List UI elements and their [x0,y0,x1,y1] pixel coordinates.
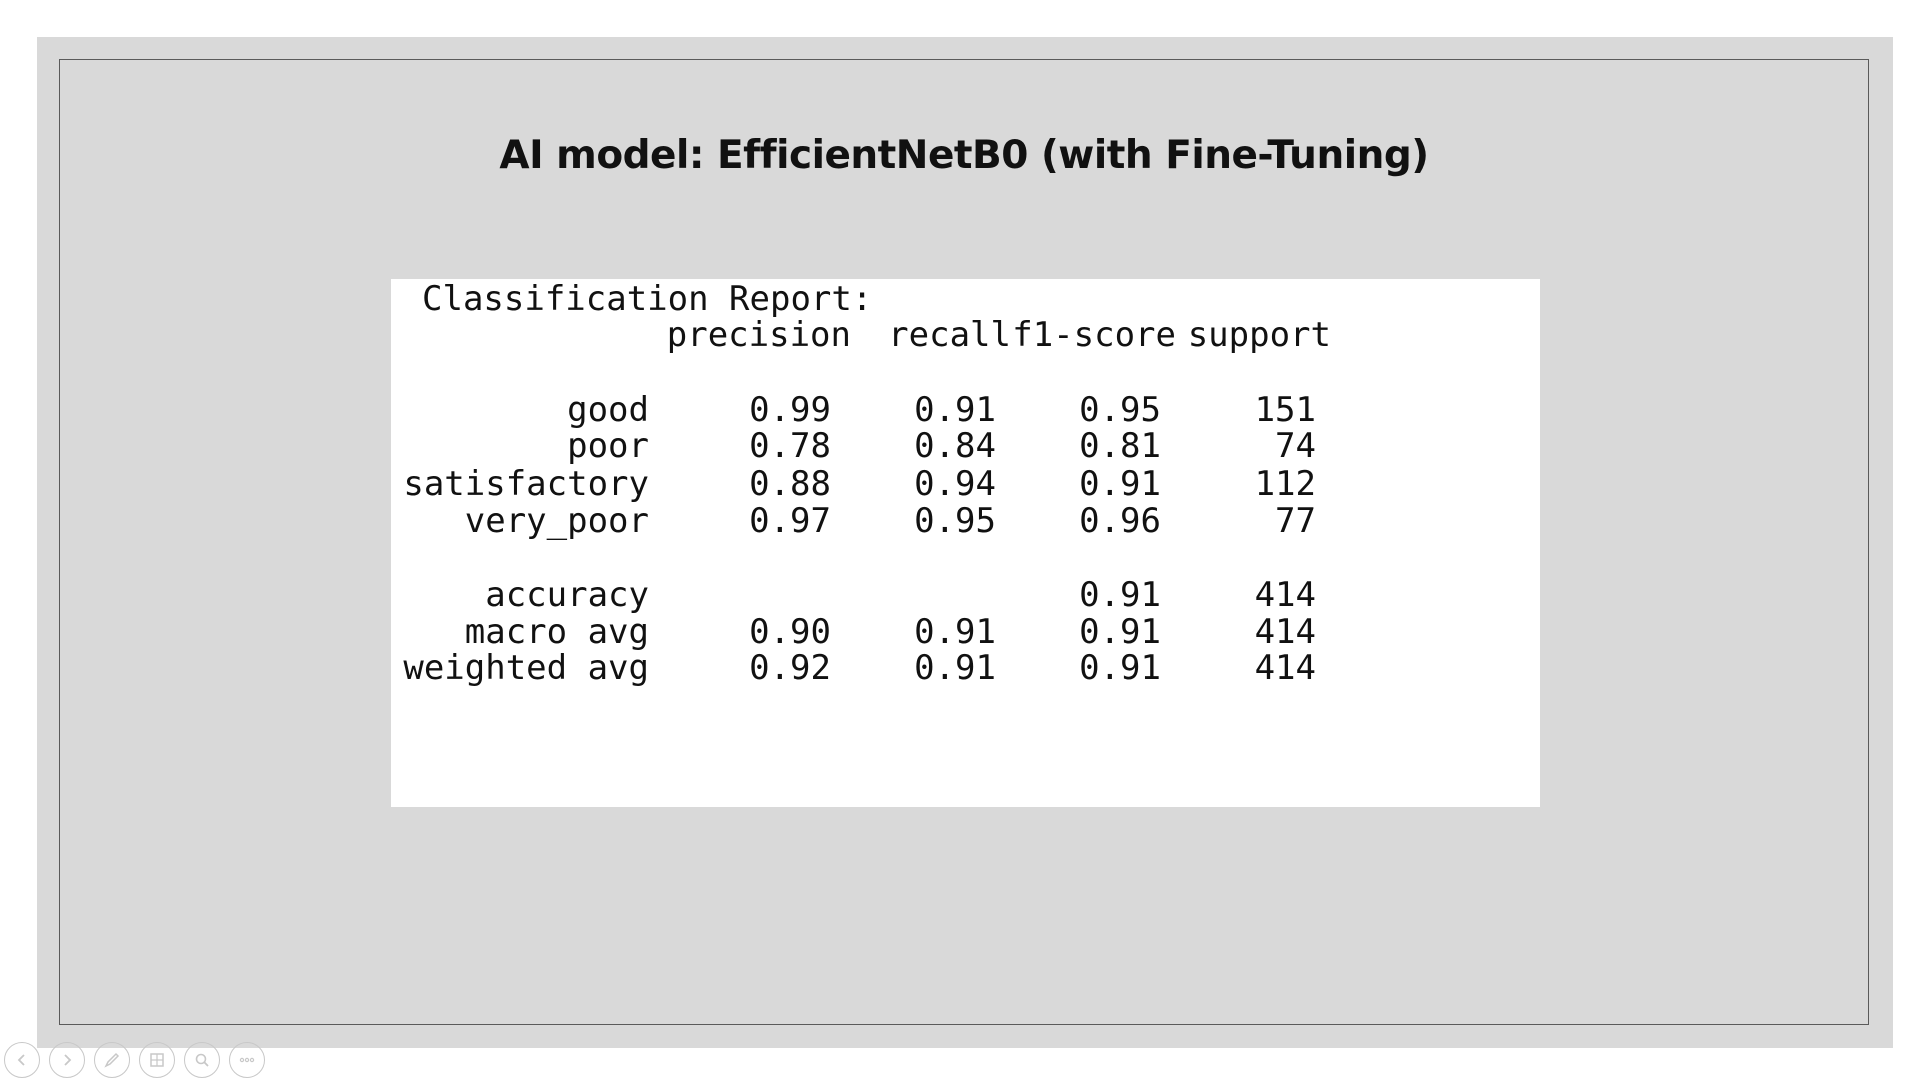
cell-good-f1: 0.95 [1079,390,1161,430]
cell-very-poor-recall: 0.95 [914,501,996,541]
row-label-very-poor: very_poor [464,501,649,541]
cell-macro-avg-support: 414 [1254,612,1316,652]
cell-very-poor-precision: 0.97 [749,501,831,541]
cell-weighted-avg-recall: 0.91 [914,648,996,688]
cell-satisfactory-precision: 0.88 [749,464,831,504]
cell-satisfactory-support: 112 [1254,464,1316,504]
cell-macro-avg-precision: 0.90 [749,612,831,652]
row-label-weighted-avg: weighted avg [403,648,649,688]
cell-satisfactory-recall: 0.94 [914,464,996,504]
column-header-recall: recall [888,315,1011,355]
cell-weighted-avg-precision: 0.92 [749,648,831,688]
more-options-button[interactable] [229,1042,265,1078]
next-slide-icon [64,1054,72,1066]
previous-slide-icon [17,1054,25,1066]
row-label-poor: poor [567,426,649,466]
more-options-icon [239,1057,255,1063]
row-label-accuracy: accuracy [485,575,649,615]
cell-weighted-avg-support: 414 [1254,648,1316,688]
cell-poor-support: 74 [1275,426,1316,466]
pen-icon [104,1052,120,1068]
zoom-button[interactable] [184,1042,220,1078]
column-header-f1-score: f1-score [1012,315,1176,355]
cell-poor-recall: 0.84 [914,426,996,466]
cell-very-poor-support: 77 [1275,501,1316,541]
cell-accuracy-f1: 0.91 [1079,575,1161,615]
classification-report: Classification Report: precision recall … [391,279,1540,807]
slides-grid-button[interactable] [139,1042,175,1078]
cell-macro-avg-recall: 0.91 [914,612,996,652]
report-heading: Classification Report: [422,279,873,319]
cell-macro-avg-f1: 0.91 [1079,612,1161,652]
cell-accuracy-support: 414 [1254,575,1316,615]
row-label-good: good [567,390,649,430]
slide-title: AI model: EfficientNetB0 (with Fine-Tuni… [499,133,1429,178]
cell-weighted-avg-f1: 0.91 [1079,648,1161,688]
slideshow-toolbar [4,1042,265,1079]
cell-poor-f1: 0.81 [1079,426,1161,466]
pen-button[interactable] [94,1042,130,1078]
cell-very-poor-f1: 0.96 [1079,501,1161,541]
cell-good-support: 151 [1254,390,1316,430]
column-header-support: support [1187,315,1331,355]
cell-satisfactory-f1: 0.91 [1079,464,1161,504]
previous-slide-button[interactable] [4,1042,40,1078]
cell-good-recall: 0.91 [914,390,996,430]
slides-grid-icon [150,1053,164,1067]
column-header-precision: precision [666,315,851,355]
row-label-satisfactory: satisfactory [403,464,649,504]
row-label-macro-avg: macro avg [464,612,649,652]
slide-frame [59,59,1869,1025]
zoom-icon [195,1053,209,1067]
cell-good-precision: 0.99 [749,390,831,430]
cell-poor-precision: 0.78 [749,426,831,466]
next-slide-button[interactable] [49,1042,85,1078]
